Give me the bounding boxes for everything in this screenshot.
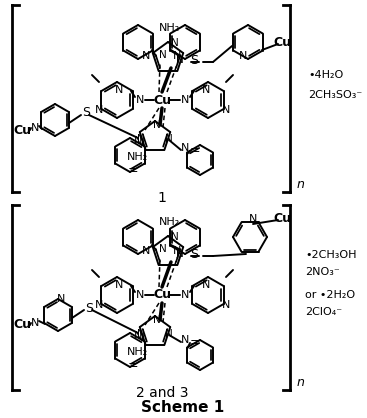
Text: N: N [181, 335, 189, 345]
Text: N: N [115, 85, 123, 95]
Text: Cu: Cu [13, 123, 31, 137]
Text: 2NO₃⁻: 2NO₃⁻ [305, 267, 340, 277]
Text: N: N [176, 249, 184, 259]
Text: Scheme 1: Scheme 1 [141, 400, 225, 415]
Text: N: N [181, 290, 189, 300]
Text: •4H₂O: •4H₂O [308, 70, 343, 80]
Text: S: S [190, 248, 198, 262]
Text: NH₂: NH₂ [159, 23, 181, 33]
Text: N: N [136, 290, 144, 300]
Text: Cu: Cu [273, 212, 291, 224]
Text: N: N [239, 51, 247, 61]
Text: S: S [190, 54, 198, 67]
Text: N: N [137, 329, 145, 339]
Text: N: N [202, 280, 210, 290]
Text: N: N [181, 95, 189, 105]
Text: N: N [173, 246, 181, 256]
Text: N: N [134, 331, 142, 341]
Text: Cu: Cu [13, 319, 31, 331]
Text: N: N [171, 232, 179, 242]
Text: 2 and 3: 2 and 3 [136, 386, 188, 400]
Text: S: S [82, 107, 90, 120]
Text: N: N [222, 300, 230, 310]
Text: N: N [153, 315, 161, 325]
Text: N: N [165, 329, 173, 339]
Text: Cu: Cu [153, 94, 171, 107]
Text: N: N [222, 105, 230, 115]
Text: =: = [128, 165, 138, 178]
Text: N: N [31, 318, 39, 328]
Text: N: N [31, 123, 39, 133]
Text: N: N [95, 300, 103, 310]
Text: 2ClO₄⁻: 2ClO₄⁻ [305, 307, 342, 317]
Text: N: N [171, 38, 179, 48]
Text: N: N [202, 85, 210, 95]
Text: N: N [134, 136, 142, 146]
Text: =: = [190, 336, 200, 349]
Text: N: N [57, 294, 65, 304]
Text: N: N [95, 105, 103, 115]
Text: NH₂: NH₂ [126, 152, 148, 162]
Text: N: N [137, 134, 145, 144]
Text: N: N [176, 55, 184, 65]
Text: N: N [115, 280, 123, 290]
Text: =: = [190, 145, 200, 158]
Text: N: N [165, 134, 173, 144]
Text: NH₂: NH₂ [126, 347, 148, 357]
Text: N: N [142, 246, 150, 256]
Text: N: N [173, 51, 181, 61]
Text: N: N [153, 120, 161, 130]
Text: 1: 1 [157, 191, 167, 205]
Text: N: N [159, 50, 167, 60]
Text: N: N [142, 51, 150, 61]
Text: N: N [249, 214, 257, 224]
Text: N: N [159, 244, 167, 254]
Text: or •2H₂O: or •2H₂O [305, 290, 355, 300]
Text: Cu: Cu [153, 288, 171, 301]
Text: =: = [128, 359, 138, 372]
Text: S: S [85, 301, 93, 314]
Text: NH₂: NH₂ [159, 217, 181, 227]
Text: Cu: Cu [273, 36, 291, 48]
Text: •2CH₃OH: •2CH₃OH [305, 250, 356, 260]
Text: 2CH₃SO₃⁻: 2CH₃SO₃⁻ [308, 90, 362, 100]
Text: N: N [136, 95, 144, 105]
Text: n: n [297, 178, 305, 191]
Text: N: N [181, 143, 189, 153]
Text: n: n [297, 377, 305, 390]
